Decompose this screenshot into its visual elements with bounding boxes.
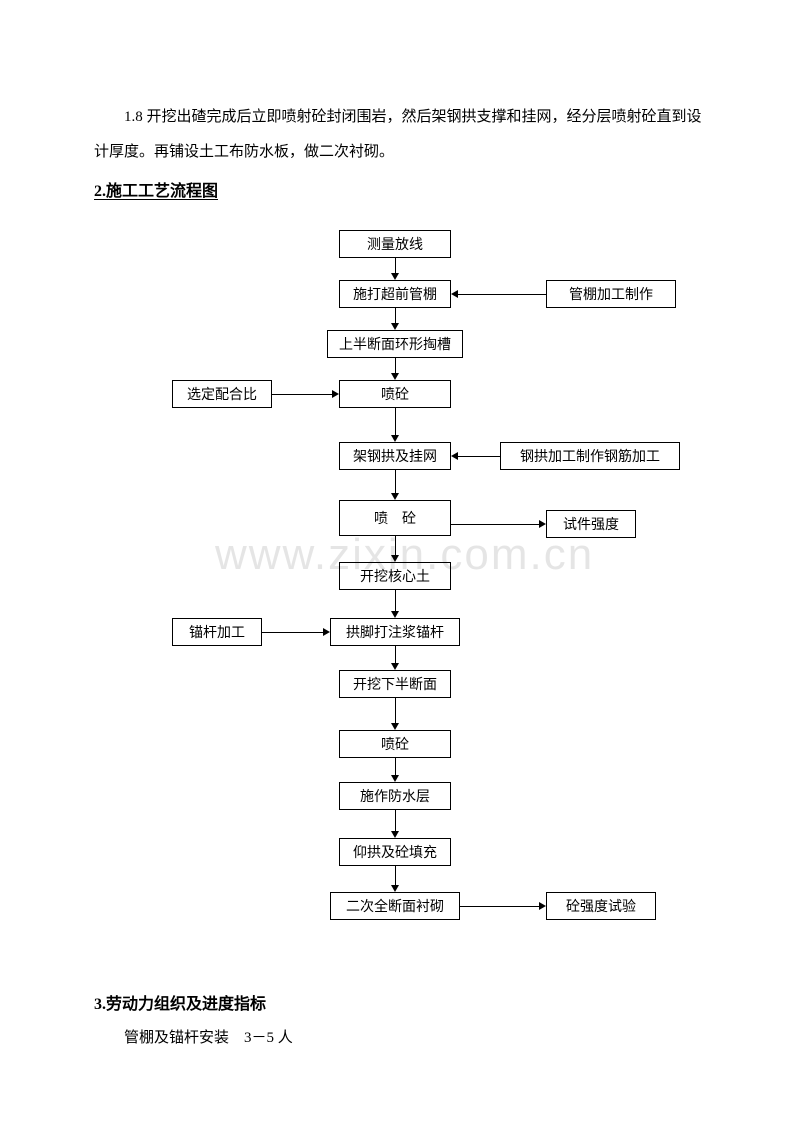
flowchart-node: 施作防水层 xyxy=(339,782,451,810)
flowchart-node: 喷 砼 xyxy=(339,500,451,536)
flowchart-node: 二次全断面衬砌 xyxy=(330,892,460,920)
flowchart-side-node: 锚杆加工 xyxy=(172,618,262,646)
flowchart-node: 拱脚打注浆锚杆 xyxy=(330,618,460,646)
labor-line-1: 管棚及锚杆安装 3－5 人 xyxy=(94,1026,706,1047)
flowchart-side-node: 选定配合比 xyxy=(172,380,272,408)
flowchart-node: 架钢拱及挂网 xyxy=(339,442,451,470)
flowchart-node: 开挖下半断面 xyxy=(339,670,451,698)
flowchart-node: 施打超前管棚 xyxy=(339,280,451,308)
section-heading-2: 2.施工工艺流程图 xyxy=(94,177,706,201)
flowchart-side-node: 管棚加工制作 xyxy=(546,280,676,308)
flowchart-side-node: 钢拱加工制作钢筋加工 xyxy=(500,442,680,470)
flowchart-node: 喷砼 xyxy=(339,730,451,758)
flowchart-node: 开挖核心土 xyxy=(339,562,451,590)
flowchart-node: 仰拱及砼填充 xyxy=(339,838,451,866)
flowchart-side-node: 砼强度试验 xyxy=(546,892,656,920)
flowchart-node: 测量放线 xyxy=(339,230,451,258)
flowchart-side-node: 试件强度 xyxy=(546,510,636,538)
body-paragraph: 1.8 开挖出碴完成后立即喷射砼封闭围岩，然后架钢拱支撑和挂网，经分层喷射砼直到… xyxy=(94,100,706,169)
flowchart-diagram: 测量放线施打超前管棚上半断面环形掏槽喷砼架钢拱及挂网喷 砼开挖核心土拱脚打注浆锚… xyxy=(0,220,800,960)
flowchart-node: 上半断面环形掏槽 xyxy=(327,330,463,358)
section-heading-3: 3.劳动力组织及进度指标 xyxy=(94,990,706,1014)
flowchart-node: 喷砼 xyxy=(339,380,451,408)
